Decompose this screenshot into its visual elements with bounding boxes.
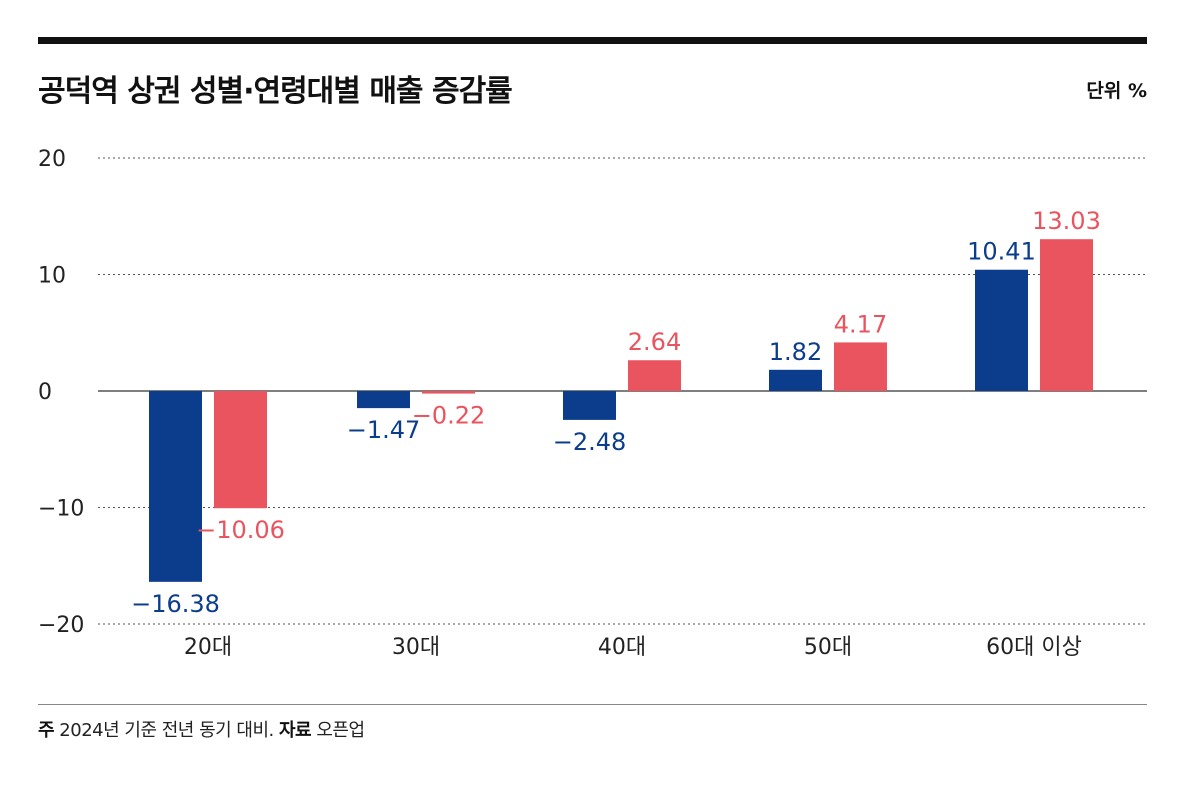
bar [628,360,681,391]
y-tick-label: 10 [38,264,66,289]
value-label: 10.41 [967,238,1036,266]
x-tick-label: 40대 [598,635,646,660]
x-tick-label: 30대 [392,635,440,660]
bar [422,391,475,394]
value-label: 1.82 [769,338,822,366]
bar [769,369,822,391]
source-text: 오픈업 [316,720,365,741]
y-tick-label: −20 [38,613,84,638]
bar [834,342,887,391]
top-rule [38,37,1147,44]
source-label: 자료 [279,720,312,741]
x-axis-ticks: 20대 30대 40대 50대 60대 이상 [184,635,1082,660]
note-label: 주 [38,720,55,741]
bar [357,391,410,409]
y-tick-label: 0 [38,380,52,405]
value-label: −10.06 [196,516,285,544]
y-tick-label: −10 [38,497,84,522]
value-label: −0.22 [412,402,486,430]
footer-rule [38,704,1147,705]
value-label: −1.47 [347,416,421,444]
bar [214,391,267,509]
bar [1040,239,1093,391]
y-axis-ticks: 20 10 0 −10 −20 [38,147,84,638]
value-label: 13.03 [1032,207,1101,235]
note-text: 2024년 기준 전년 동기 대비. [59,720,274,741]
x-tick-label: 60대 이상 [986,635,1082,660]
value-label: 2.64 [628,328,681,356]
value-label: −16.38 [131,590,220,618]
bar [563,391,616,420]
grid-lines [98,157,1147,625]
value-labels: −16.38 −10.06 −1.47−0.22 −2.48 2.64 1.82 4.17 1… [131,207,1101,618]
footer: 주 2024년 기준 전년 동기 대비. 자료 오픈업 [38,716,365,742]
y-tick-label: 20 [38,147,66,172]
bar [149,391,202,582]
unit-label: 단위 % [1086,80,1147,102]
bar-chart: 20 10 0 −10 −20 −16.38 −10.06 −1.47−0.22 −2.48 2… [38,147,1147,660]
bars [149,239,1093,582]
value-label: −2.48 [553,428,627,456]
bar [975,269,1028,391]
value-label: 4.17 [834,310,887,338]
chart-title: 공덕역 상권 성별·연령대별 매출 증감률 [38,74,513,109]
x-tick-label: 20대 [184,635,232,660]
x-tick-label: 50대 [804,635,852,660]
